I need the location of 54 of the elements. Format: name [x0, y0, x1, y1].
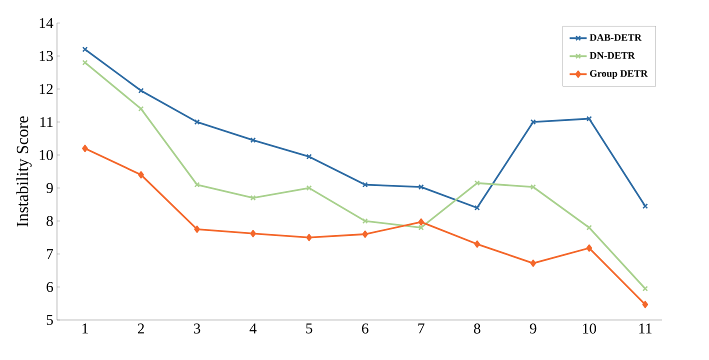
- point: [474, 180, 480, 186]
- y-tick-label: 14: [40, 18, 54, 28]
- x-tick-label: 3: [194, 324, 200, 334]
- point: [362, 182, 368, 188]
- point: [418, 184, 424, 190]
- point: [418, 224, 424, 230]
- y-tick-label: 10: [40, 150, 53, 160]
- point: [474, 204, 480, 211]
- y-tick-label: 6: [46, 282, 54, 292]
- point: [362, 230, 368, 238]
- y-tick-label: 11: [40, 117, 53, 127]
- point: [474, 240, 480, 248]
- point: [250, 230, 256, 238]
- point: [530, 184, 536, 190]
- point: [194, 119, 200, 125]
- x-tick-label: 2: [138, 324, 144, 334]
- legend-label: Group DETR: [590, 70, 648, 79]
- point: [194, 226, 200, 233]
- x-tick-label: 7: [418, 324, 424, 334]
- x-tick-label: 10: [583, 324, 596, 334]
- point: [642, 300, 648, 308]
- point: [586, 244, 592, 252]
- legend-label: DN-DETR: [590, 52, 636, 59]
- y-tick-label: 9: [46, 182, 53, 194]
- point: [82, 144, 88, 152]
- legend-label: DAB-DETR: [590, 34, 642, 41]
- point: [306, 234, 312, 242]
- point: [138, 171, 144, 178]
- y-tick-label: 8: [46, 216, 53, 226]
- point: [250, 195, 256, 201]
- point: [250, 137, 256, 143]
- point: [586, 224, 592, 230]
- x-tick-label: 4: [250, 324, 257, 334]
- point: [362, 218, 368, 224]
- point: [306, 185, 312, 191]
- x-tick-label: 9: [530, 324, 536, 334]
- point: [194, 182, 200, 188]
- x-tick-label: 8: [474, 324, 480, 334]
- point: [418, 218, 424, 226]
- point: [138, 106, 144, 112]
- y-tick-label: 7: [46, 249, 54, 259]
- x-tick-label: 5: [306, 324, 312, 334]
- point: [586, 116, 592, 122]
- x-tick-label: 11: [639, 324, 652, 334]
- point: [138, 88, 144, 94]
- y-tick-label: 12: [40, 84, 53, 94]
- x-tick-label: 1: [82, 324, 88, 334]
- y-tick-label: 5: [46, 315, 53, 325]
- y-tick-label: 13: [40, 50, 53, 62]
- y-axis-title: Instability Score: [16, 116, 32, 227]
- x-tick-label: 6: [362, 324, 368, 334]
- point: [530, 119, 536, 125]
- point: [306, 154, 312, 160]
- point: [530, 260, 536, 267]
